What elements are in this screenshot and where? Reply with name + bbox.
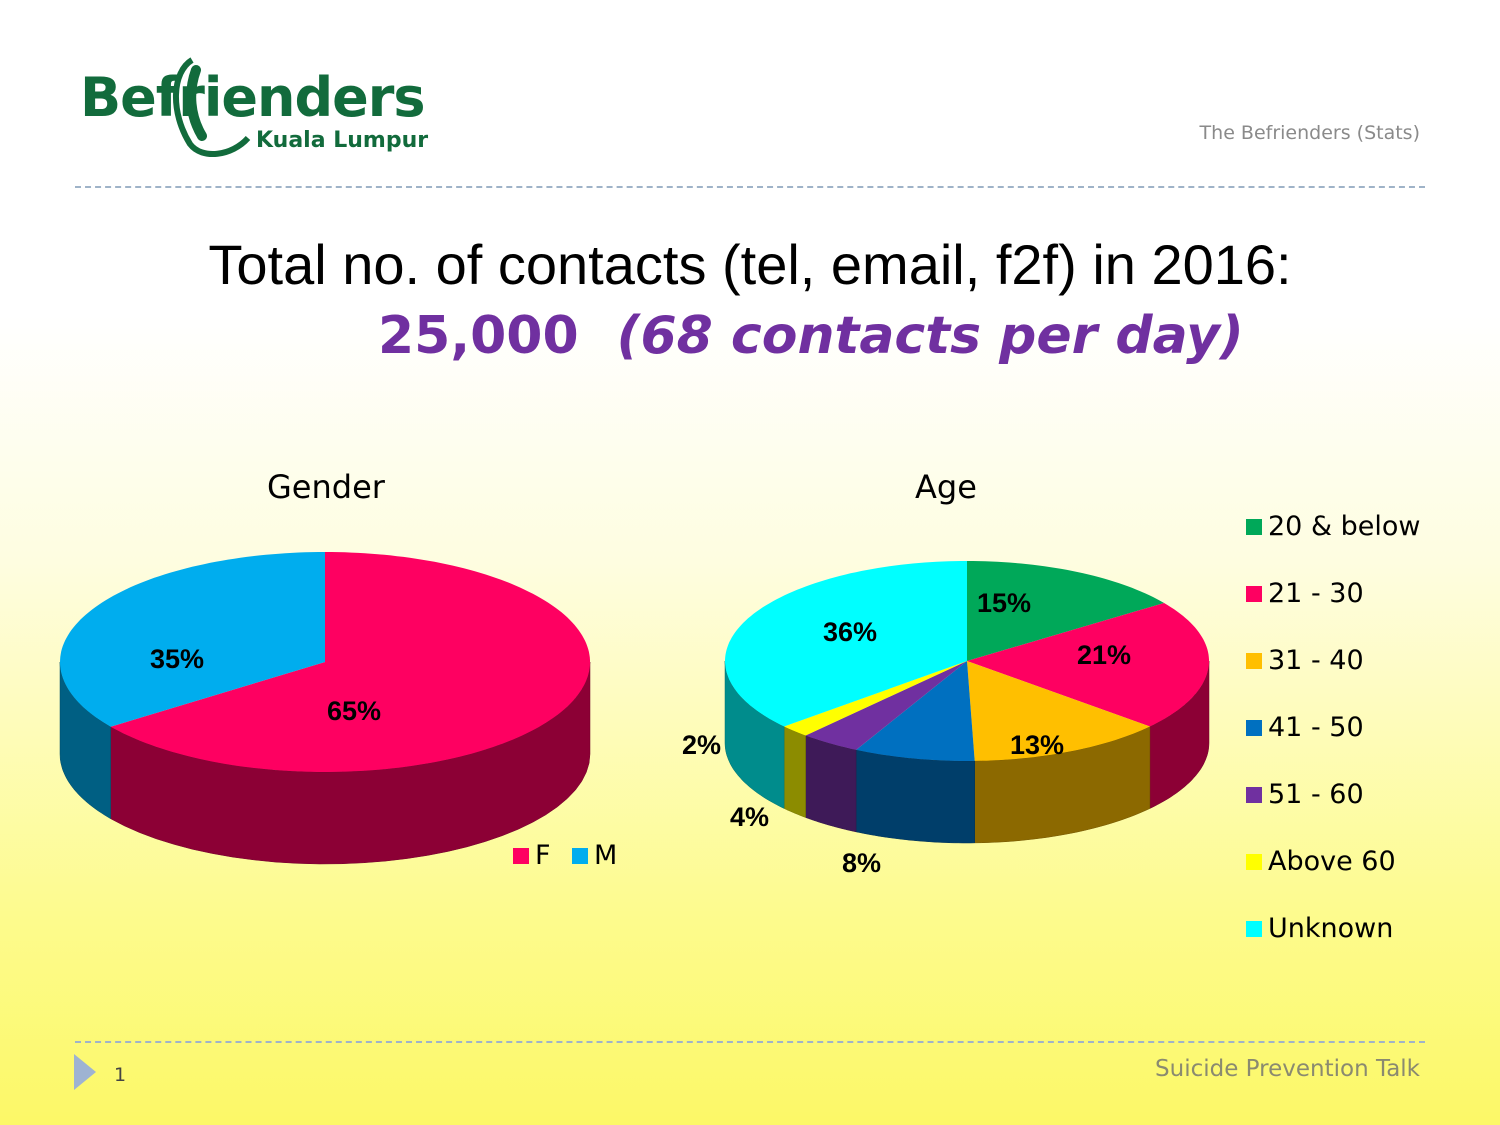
header-subtitle: The Befrienders (Stats) [1199, 122, 1420, 144]
age-label-above-60: 2% [682, 730, 722, 760]
age-pie-side-5 [783, 726, 806, 818]
age-legend-41-50: 41 - 50 [1246, 712, 1364, 743]
gender-pie-slice-0 [110, 552, 590, 772]
age-label-31-40: 13% [1010, 730, 1065, 760]
age-pie-side-3 [855, 749, 975, 844]
age-legend-20-below: 20 & below [1246, 511, 1420, 542]
legend-swatch [1246, 920, 1262, 937]
legend-swatch [1246, 652, 1262, 669]
age-label-51-60: 4% [730, 802, 770, 832]
befrienders-logo: Befrienders Kuala Lumpur [80, 52, 460, 162]
legend-swatch [1246, 786, 1262, 803]
gender-legend-f: F [513, 840, 551, 871]
gender-label-f: 65% [327, 696, 382, 726]
age-legend-51-60: 51 - 60 [1246, 779, 1364, 810]
gender-label-m: 35% [150, 644, 205, 674]
age-pie-slice-3 [856, 661, 975, 761]
gender-chart-title: Gender [267, 468, 385, 506]
legend-swatch [1246, 853, 1262, 870]
page-number: 1 [114, 1064, 127, 1086]
header-divider [75, 186, 1425, 188]
age-pie-slice-4 [805, 661, 967, 750]
age-label-unknown: 36% [823, 617, 878, 647]
age-pie-slice-1 [967, 603, 1209, 727]
age-legend-21-30: 21 - 30 [1246, 578, 1364, 609]
footer-title: Suicide Prevention Talk [1155, 1056, 1420, 1082]
age-label-41-50: 8% [842, 848, 882, 878]
age-pie-slice-0 [967, 561, 1165, 661]
slide-title: Total no. of contacts (tel, email, f2f) … [208, 233, 1292, 296]
gender-legend-m: M [572, 840, 617, 871]
footer-divider [75, 1041, 1425, 1043]
logo-sub-text: Kuala Lumpur [256, 128, 429, 153]
age-legend-above-60: Above 60 [1246, 846, 1396, 877]
age-pie-slice-2 [967, 661, 1150, 761]
total-contacts-number: 25,000 [378, 306, 579, 366]
gender-pie-slice-1 [60, 552, 325, 727]
contacts-per-day: (68 contacts per day) [616, 306, 1244, 366]
legend-swatch [1246, 518, 1262, 535]
logo-main-text: Befrienders [80, 66, 426, 129]
legend-swatch [1246, 719, 1262, 736]
age-pie-side-4 [805, 735, 857, 833]
age-legend-unknown: Unknown [1246, 913, 1393, 944]
age-chart-title: Age [915, 468, 977, 506]
phone-handset-icon [172, 57, 251, 158]
legend-swatch [513, 847, 529, 864]
age-legend-31-40: 31 - 40 [1246, 645, 1364, 676]
age-label-21-30: 21% [1077, 640, 1132, 670]
age-pie-slice-5 [784, 661, 967, 736]
legend-swatch [572, 847, 588, 864]
triangle-bullet-icon [74, 1054, 96, 1090]
slide-subtitle: 25,000 (68 contacts per day) [378, 306, 1244, 366]
legend-swatch [1246, 585, 1262, 602]
age-pie-slice-6 [725, 561, 967, 727]
age-label-20-below: 15% [977, 588, 1032, 618]
